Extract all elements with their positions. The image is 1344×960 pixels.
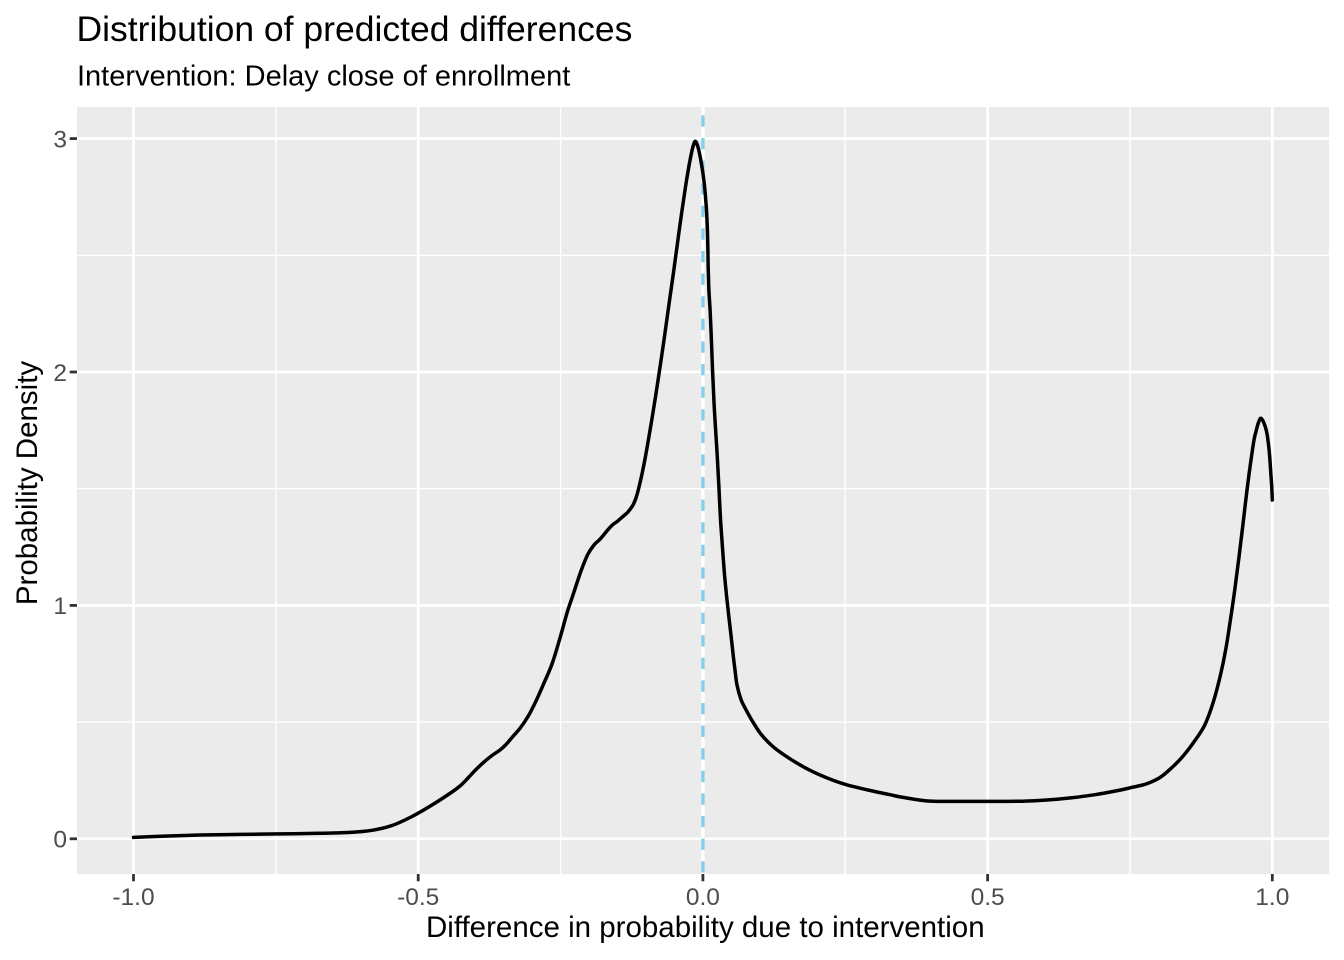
svg-text:Difference in probability due: Difference in probability due to interve…: [426, 911, 985, 944]
svg-text:0.5: 0.5: [971, 884, 1005, 911]
svg-text:1: 1: [53, 593, 67, 620]
svg-text:Distribution of predicted diff: Distribution of predicted differences: [77, 9, 633, 49]
svg-text:0.0: 0.0: [686, 884, 720, 911]
svg-text:Probability Density: Probability Density: [11, 361, 44, 606]
svg-text:-1.0: -1.0: [112, 884, 154, 911]
svg-text:1.0: 1.0: [1255, 884, 1289, 911]
svg-text:Intervention: Delay close of e: Intervention: Delay close of enrollment: [77, 61, 570, 93]
svg-text:-0.5: -0.5: [397, 884, 439, 911]
svg-text:2: 2: [53, 360, 67, 387]
svg-text:0: 0: [53, 827, 67, 854]
svg-text:3: 3: [53, 126, 67, 153]
